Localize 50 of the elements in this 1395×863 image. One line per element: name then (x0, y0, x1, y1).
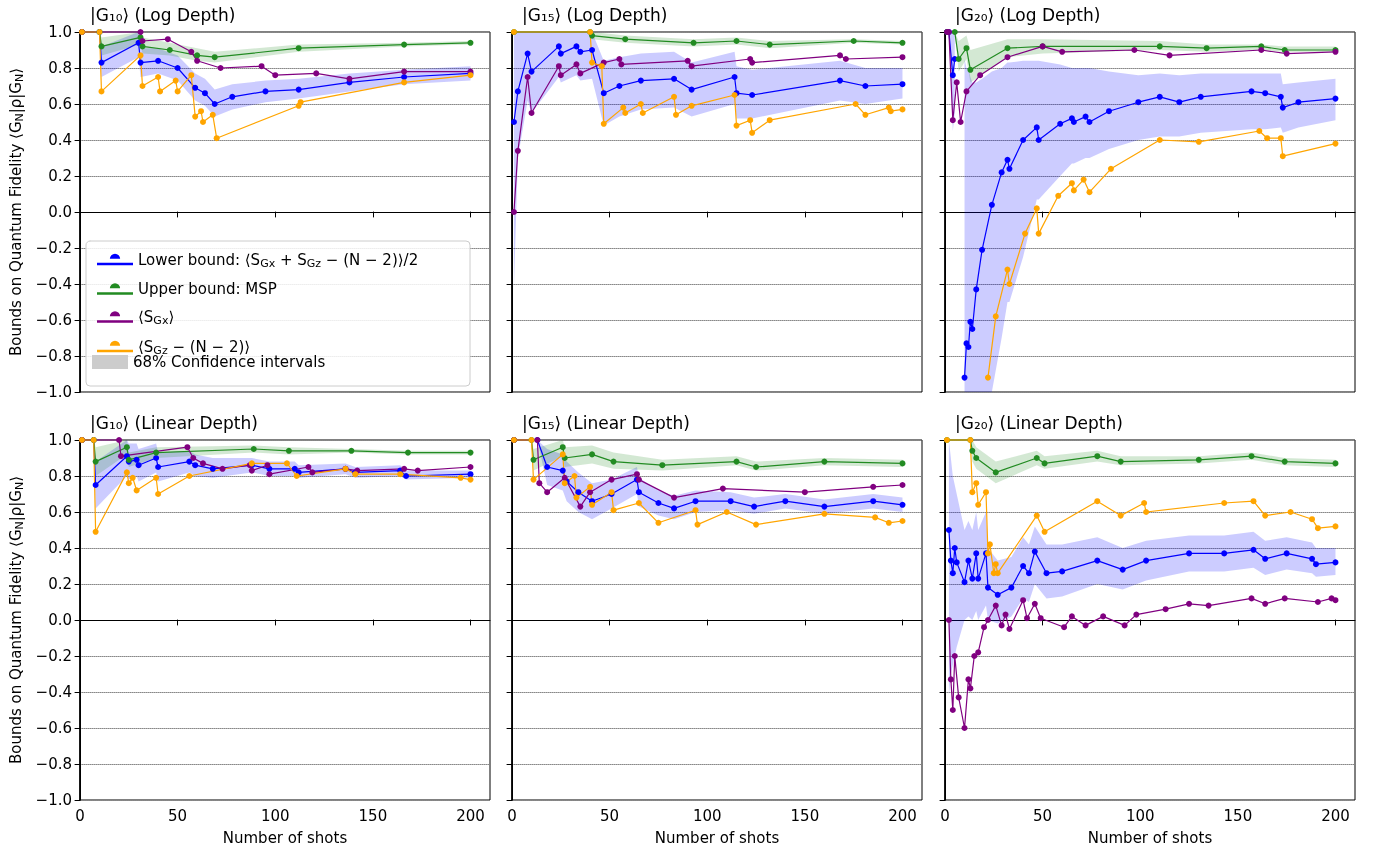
x-tick-label: 150 (790, 806, 820, 825)
chart-title: |G₂₀⟩ (Log Depth) (955, 4, 1101, 25)
y-tick-label: 0.4 (48, 131, 72, 149)
annotation: 68% Confidence intervals (133, 353, 326, 371)
y-tick-label: 0.6 (48, 95, 72, 113)
y-tick-label: 0.2 (48, 167, 72, 185)
legend-label: Upper bound: MSP (138, 280, 277, 298)
chart-title: |G₁₅⟩ (Log Depth) (522, 4, 668, 25)
x-tick-label: 0 (507, 806, 517, 825)
y-axis-title: Bounds on Quantum Fidelity ⟨GN|ρ|GN⟩ (6, 67, 26, 357)
chart-title: |G₁₀⟩ (Log Depth) (90, 4, 236, 25)
y-tick-label: 0.2 (48, 575, 72, 593)
y-tick-label: −0.8 (35, 755, 72, 773)
x-tick-label: 200 (1321, 806, 1350, 825)
y-tick-label: −0.4 (35, 683, 72, 701)
x-tick-label: 150 (358, 806, 388, 825)
x-tick-label: 100 (1125, 806, 1155, 825)
y-tick-label: −0.2 (35, 239, 72, 257)
chart-title: |G₁₀⟩ (Linear Depth) (90, 412, 258, 433)
y-tick-label: 0.0 (48, 611, 72, 629)
x-tick-label: 50 (600, 806, 620, 825)
x-tick-label: 50 (1033, 806, 1053, 825)
x-axis-title: Number of shots (222, 828, 348, 847)
chart-title: |G₂₀⟩ (Linear Depth) (955, 412, 1123, 433)
y-tick-label: 0.8 (48, 467, 72, 485)
x-tick-label: 0 (940, 806, 950, 825)
y-tick-label: −1.0 (35, 383, 72, 401)
y-tick-label: 0.4 (48, 539, 72, 557)
y-axis-title: Bounds on Quantum Fidelity ⟨GN|ρ|GN⟩ (6, 475, 26, 765)
x-axis-title: Number of shots (1087, 828, 1213, 847)
y-tick-label: 1.0 (48, 431, 72, 449)
x-tick-label: 50 (168, 806, 188, 825)
x-axis-title: Number of shots (654, 828, 780, 847)
x-tick-label: 150 (1223, 806, 1253, 825)
y-tick-label: −0.2 (35, 647, 72, 665)
y-tick-label: −0.8 (35, 347, 72, 365)
y-tick-label: −1.0 (35, 791, 72, 809)
x-tick-label: 200 (456, 806, 485, 825)
y-tick-label: 0.8 (48, 59, 72, 77)
x-tick-label: 0 (75, 806, 85, 825)
chart-title: |G₁₅⟩ (Linear Depth) (522, 412, 690, 433)
x-tick-label: 200 (888, 806, 917, 825)
x-tick-label: 100 (260, 806, 290, 825)
y-tick-label: −0.4 (35, 275, 72, 293)
y-tick-label: 0.6 (48, 503, 72, 521)
y-tick-label: −0.6 (35, 311, 72, 329)
y-tick-label: 1.0 (48, 23, 72, 41)
y-tick-label: −0.6 (35, 719, 72, 737)
x-tick-label: 100 (692, 806, 722, 825)
y-tick-label: 0.0 (48, 203, 72, 221)
